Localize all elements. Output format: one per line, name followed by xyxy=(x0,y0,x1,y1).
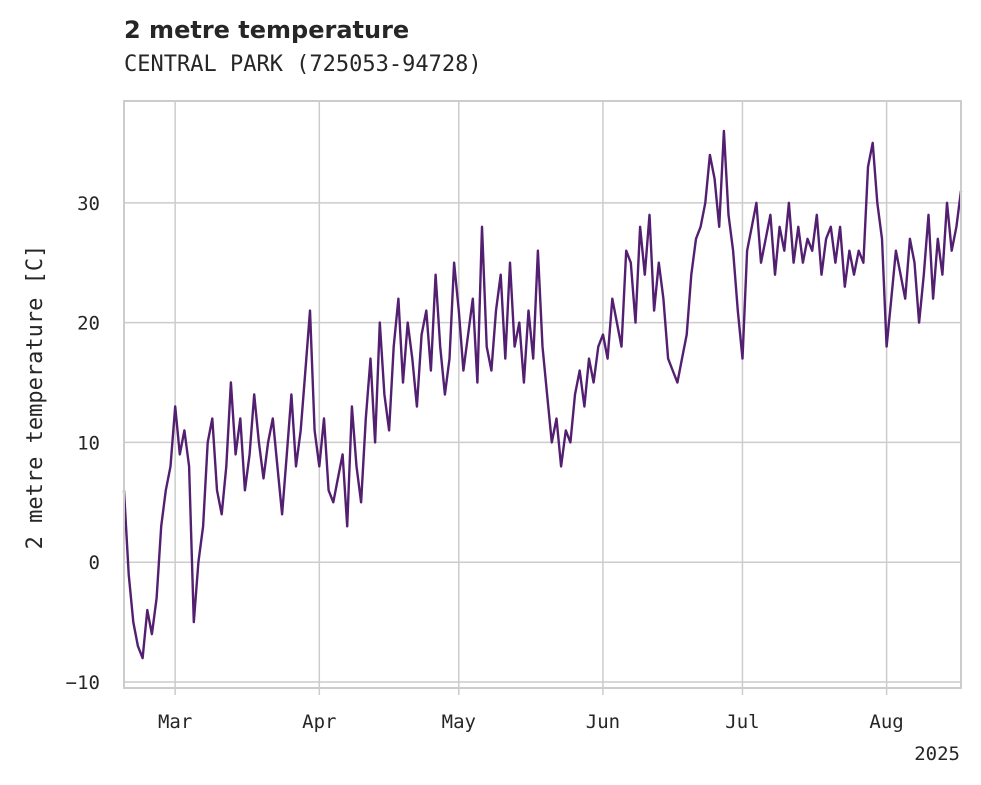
y-tick-label: −10 xyxy=(66,672,100,694)
series-line xyxy=(122,129,963,660)
x-tick-labels: Mar Apr May Jun Jul Aug xyxy=(158,711,904,733)
x-tick-label: Jun xyxy=(586,711,620,733)
chart-title: 2 metre temperature xyxy=(124,16,410,44)
chart-subtitle: CENTRAL PARK (725053-94728) xyxy=(124,52,482,77)
y-tick-label: 10 xyxy=(77,432,100,454)
plot-series xyxy=(122,129,963,660)
y-tick-label: 0 xyxy=(89,552,100,574)
y-tick-labels: −10 0 10 20 30 xyxy=(66,193,100,694)
x-tick-label: Jul xyxy=(725,711,759,733)
x-tick-label: Aug xyxy=(869,711,903,733)
plot-frame xyxy=(123,100,962,689)
x-tick-label: Apr xyxy=(302,711,336,733)
grid-lines xyxy=(124,101,961,688)
x-tick-label: May xyxy=(442,711,476,733)
y-axis-label: 2 metre temperature [C] xyxy=(23,245,48,550)
tick-marks xyxy=(174,688,888,695)
x-year-label: 2025 xyxy=(914,743,960,765)
x-tick-label: Mar xyxy=(158,711,192,733)
y-tick-label: 20 xyxy=(77,313,100,335)
y-tick-label: 30 xyxy=(77,193,100,215)
